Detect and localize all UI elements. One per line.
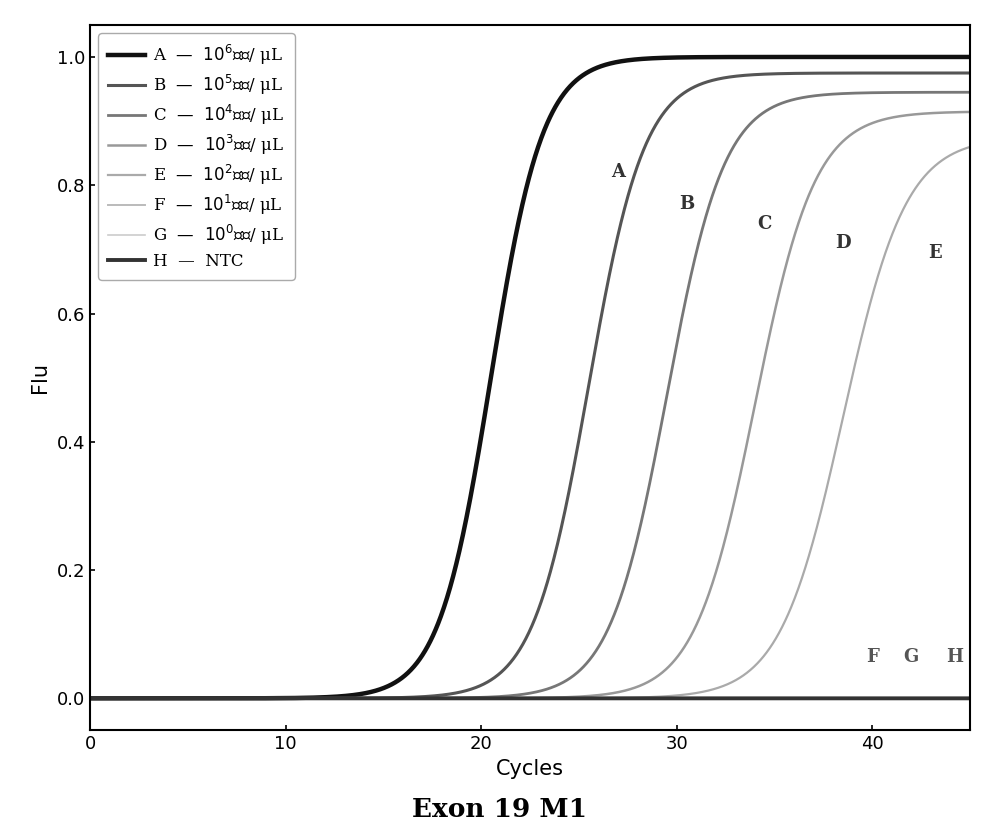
X-axis label: Cycles: Cycles (496, 759, 564, 779)
Text: A: A (611, 164, 625, 182)
Text: E: E (928, 243, 942, 261)
Text: Exon 19 M1: Exon 19 M1 (413, 797, 588, 822)
Text: F: F (866, 647, 879, 666)
Text: D: D (835, 234, 851, 252)
Text: B: B (679, 196, 694, 213)
Text: C: C (757, 215, 772, 232)
Legend: A  —  $10^{6}$拷贝/ μL, B  —  $10^{5}$拷贝/ μL, C  —  $10^{4}$拷贝/ μL, D  —  $10^{3}$: A — $10^{6}$拷贝/ μL, B — $10^{5}$拷贝/ μL, … (98, 33, 295, 280)
Y-axis label: Flu: Flu (30, 362, 50, 393)
Text: G: G (904, 647, 919, 666)
Text: H: H (946, 647, 963, 666)
